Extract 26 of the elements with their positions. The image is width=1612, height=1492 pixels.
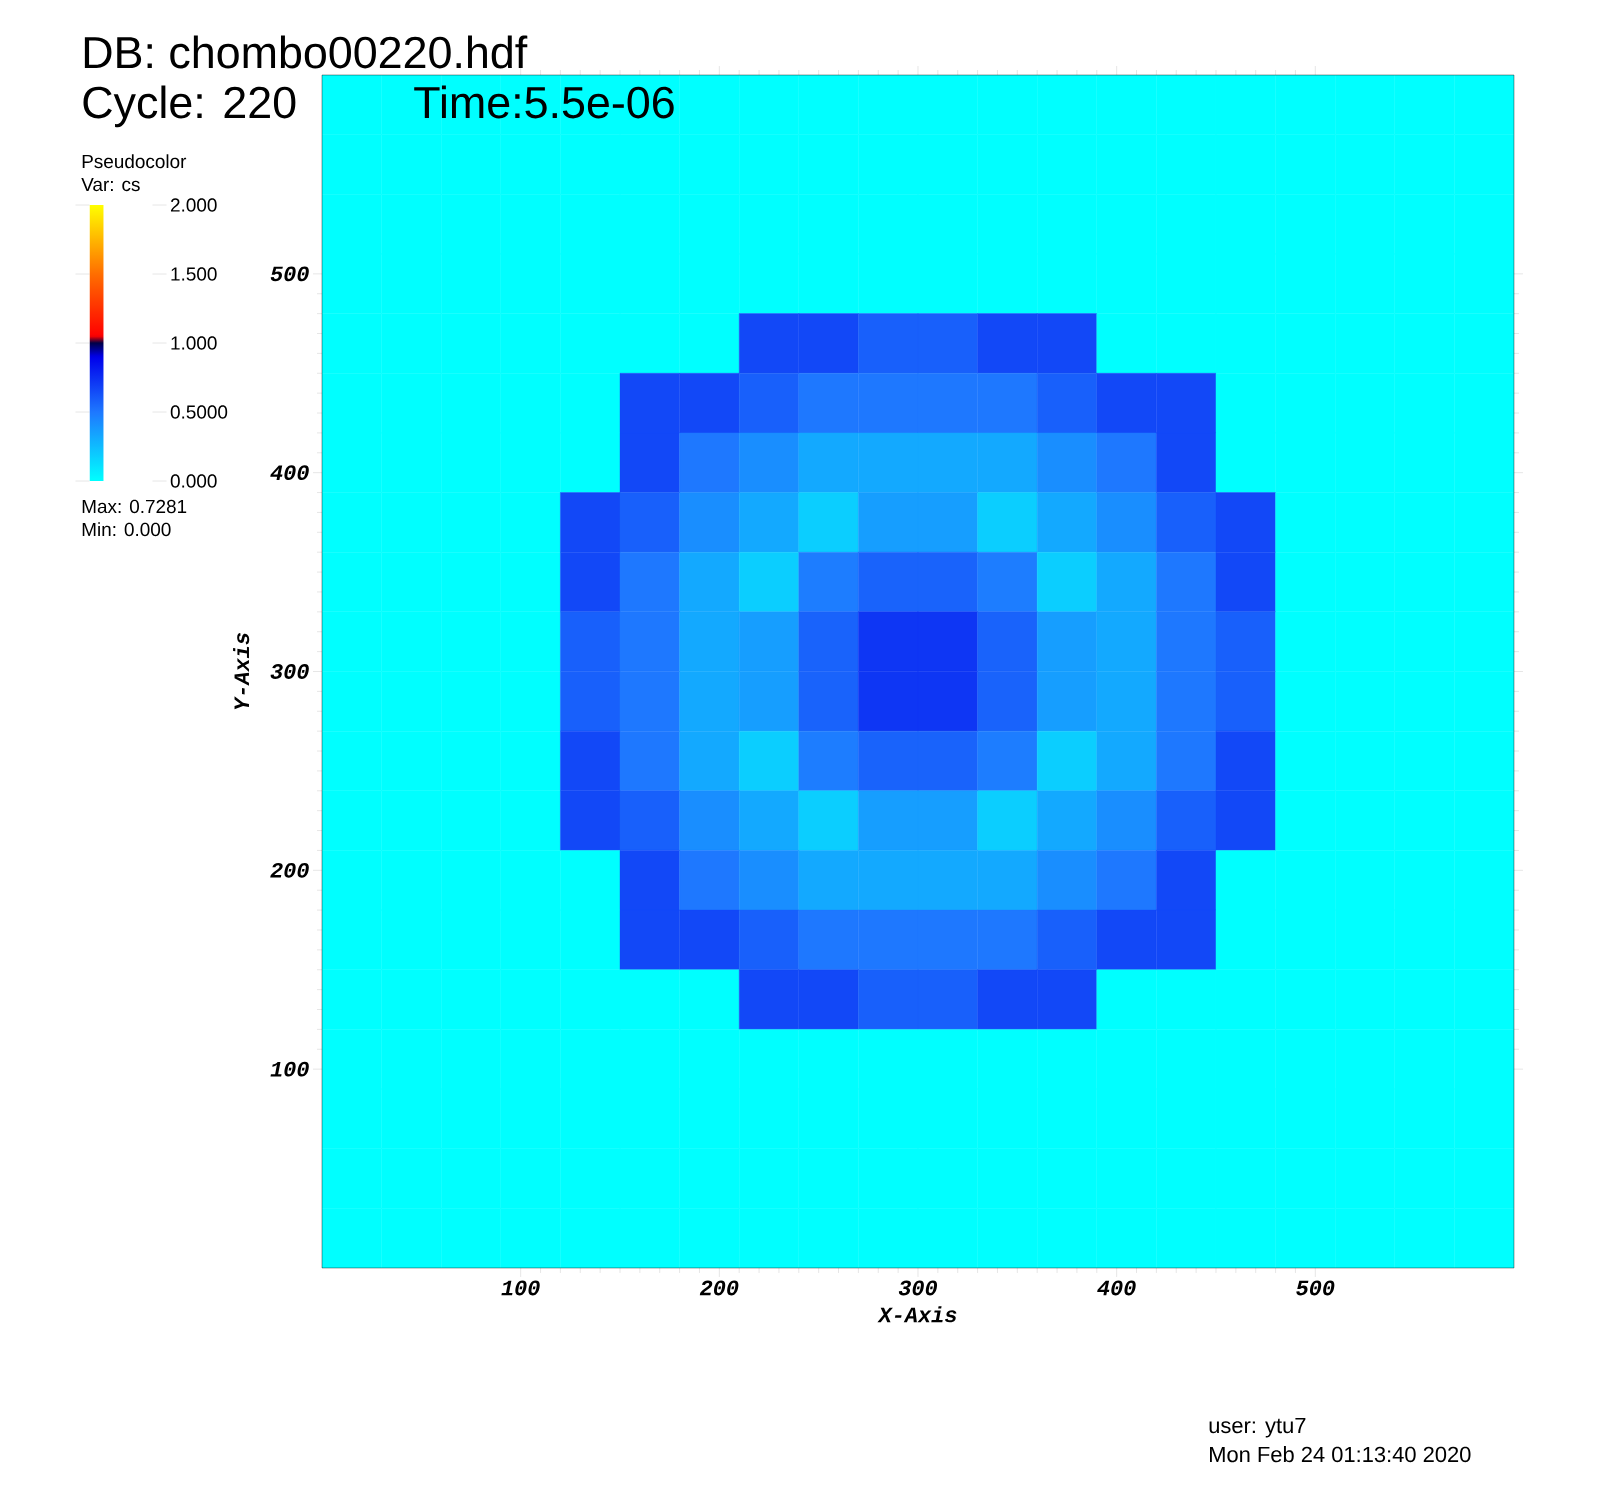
chart-subtitle: Cycle: 220 — [83, 85, 296, 128]
color-bar-label: 1.500 — [171, 267, 217, 281]
color-bar-label: 0.5000 — [170, 405, 228, 419]
chart-title: DB: chombo00220.hdf — [84, 35, 528, 69]
text: Mon Feb 24 01:13:40 2020 — [1210, 1446, 1471, 1463]
x-tick-label: 400 — [1097, 1280, 1136, 1296]
y-axis-title: Y-Axis — [233, 633, 250, 710]
color-bar-title: Var: cs — [81, 177, 140, 192]
text: Pseudocolor — [82, 154, 187, 169]
color-bar-label: 2.000 — [170, 198, 217, 212]
color-bar-label: 0.000 — [170, 474, 217, 488]
x-tick-label: 500 — [1296, 1280, 1335, 1296]
y-tick-label: 200 — [270, 862, 309, 878]
text: user: ytu7 — [1209, 1417, 1306, 1438]
color-bar-label: 1.000 — [171, 336, 217, 350]
y-tick-label: 400 — [270, 465, 309, 481]
x-tick-label: 100 — [501, 1280, 540, 1296]
y-tick-label: 500 — [270, 266, 309, 282]
x-axis-title: X-Axis — [877, 1306, 957, 1323]
x-tick-label: 300 — [898, 1280, 938, 1296]
y-tick-label: 100 — [270, 1061, 309, 1077]
y-tick-label: 300 — [270, 664, 309, 679]
text: Max: 0.7281 — [82, 499, 187, 514]
annotation: Time:5.5e-06 — [414, 85, 674, 119]
x-tick-label: 200 — [699, 1280, 739, 1296]
text: Min: 0.000 — [82, 522, 171, 537]
